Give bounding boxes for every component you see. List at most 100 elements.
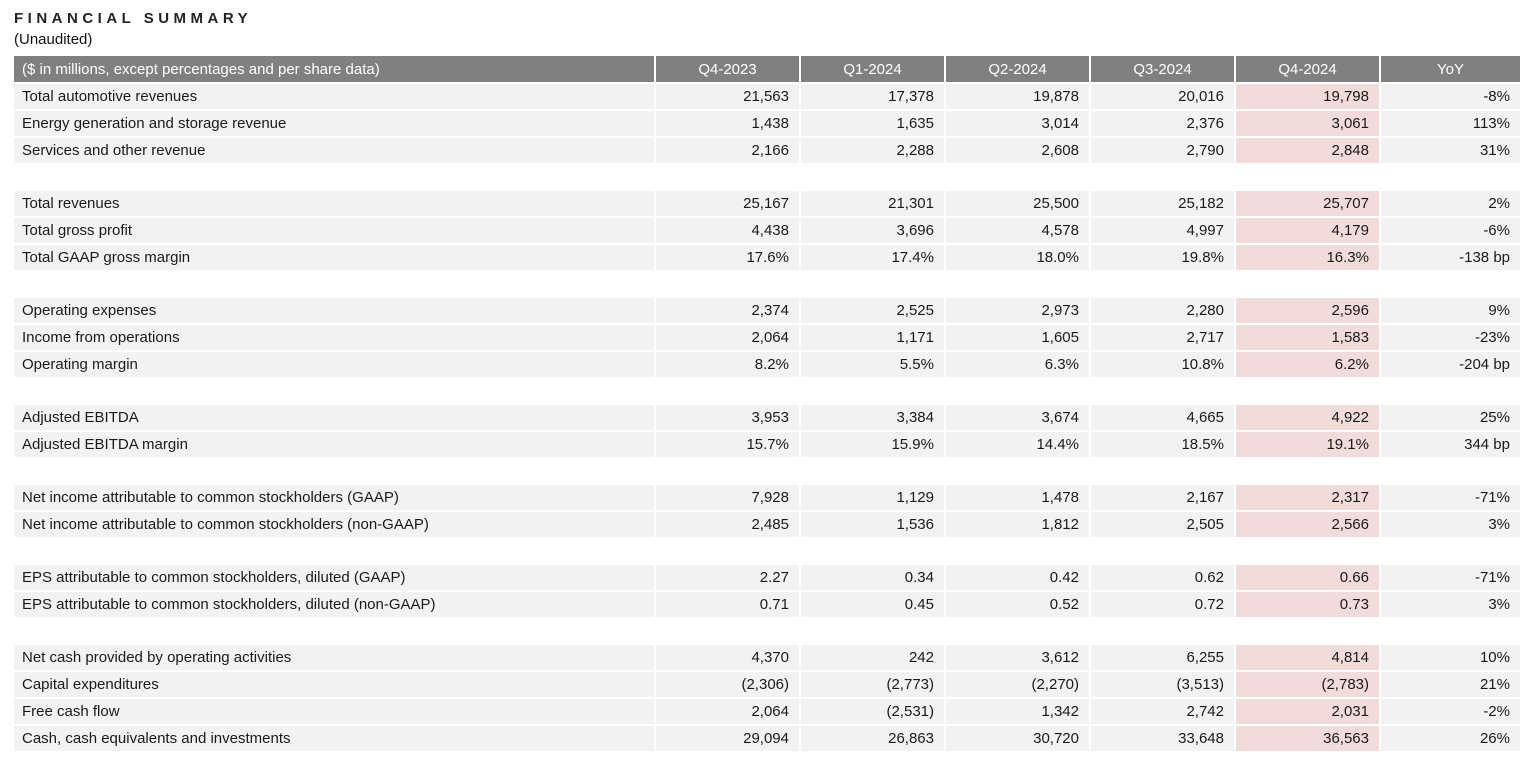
cell-value: 25,500 <box>946 191 1089 216</box>
row-label: Total GAAP gross margin <box>14 245 654 270</box>
cell-value-highlighted: 6.2% <box>1236 352 1379 377</box>
cell-value: 29,094 <box>656 726 799 751</box>
cell-value: 0.34 <box>801 565 944 590</box>
cell-value: (2,531) <box>801 699 944 724</box>
cell-value: 3,674 <box>946 405 1089 430</box>
cell-value: 242 <box>801 645 944 670</box>
cell-value: 17.6% <box>656 245 799 270</box>
cell-value: 7,928 <box>656 485 799 510</box>
cell-value-highlighted: 2,317 <box>1236 485 1379 510</box>
cell-value-highlighted: 25,707 <box>1236 191 1379 216</box>
cell-value: 25,182 <box>1091 191 1234 216</box>
cell-value: 18.0% <box>946 245 1089 270</box>
cell-value: 2,742 <box>1091 699 1234 724</box>
cell-value: 1,342 <box>946 699 1089 724</box>
financial-summary-page: FINANCIAL SUMMARY (Unaudited) ($ in mill… <box>14 10 1520 751</box>
row-label: EPS attributable to common stockholders,… <box>14 565 654 590</box>
row-label: Capital expenditures <box>14 672 654 697</box>
cell-value: -8% <box>1381 84 1520 109</box>
cell-value-highlighted: 19.1% <box>1236 432 1379 457</box>
cell-value: 4,438 <box>656 218 799 243</box>
row-label: Free cash flow <box>14 699 654 724</box>
cell-value: 31% <box>1381 138 1520 163</box>
cell-value: 0.42 <box>946 565 1089 590</box>
cell-value: 3,696 <box>801 218 944 243</box>
cell-value: -2% <box>1381 699 1520 724</box>
row-label: Energy generation and storage revenue <box>14 111 654 136</box>
section-spacer <box>14 272 1520 296</box>
cell-value: 1,812 <box>946 512 1089 537</box>
row-label: EPS attributable to common stockholders,… <box>14 592 654 617</box>
cell-value: -6% <box>1381 218 1520 243</box>
row-label: Net cash provided by operating activitie… <box>14 645 654 670</box>
cell-value: 0.62 <box>1091 565 1234 590</box>
row-label: Net income attributable to common stockh… <box>14 485 654 510</box>
cell-value: 21,563 <box>656 84 799 109</box>
cell-value: 30,720 <box>946 726 1089 751</box>
cell-value: 6.3% <box>946 352 1089 377</box>
cell-value: 2,505 <box>1091 512 1234 537</box>
cell-value: 0.72 <box>1091 592 1234 617</box>
row-label: Operating expenses <box>14 298 654 323</box>
cell-value-highlighted: 0.73 <box>1236 592 1379 617</box>
table-header-units-label: ($ in millions, except percentages and p… <box>14 56 654 82</box>
cell-value-highlighted: 2,566 <box>1236 512 1379 537</box>
cell-value: 15.9% <box>801 432 944 457</box>
cell-value: -138 bp <box>1381 245 1520 270</box>
cell-value: 2,167 <box>1091 485 1234 510</box>
cell-value: -71% <box>1381 565 1520 590</box>
row-label: Adjusted EBITDA margin <box>14 432 654 457</box>
column-header-q1-2024: Q1-2024 <box>801 56 944 82</box>
cell-value: 3% <box>1381 512 1520 537</box>
cell-value: 3% <box>1381 592 1520 617</box>
cell-value: (2,773) <box>801 672 944 697</box>
page-title: FINANCIAL SUMMARY <box>14 10 253 27</box>
cell-value: 3,014 <box>946 111 1089 136</box>
cell-value: 4,578 <box>946 218 1089 243</box>
cell-value: 9% <box>1381 298 1520 323</box>
cell-value: 2,064 <box>656 325 799 350</box>
cell-value: 17.4% <box>801 245 944 270</box>
column-header-q4-2024: Q4-2024 <box>1236 56 1379 82</box>
cell-value: 18.5% <box>1091 432 1234 457</box>
cell-value: 0.71 <box>656 592 799 617</box>
section-spacer <box>14 459 1520 483</box>
cell-value-highlighted: 1,583 <box>1236 325 1379 350</box>
cell-value: 3,612 <box>946 645 1089 670</box>
cell-value: 21% <box>1381 672 1520 697</box>
cell-value: 344 bp <box>1381 432 1520 457</box>
cell-value: 4,370 <box>656 645 799 670</box>
cell-value: 21,301 <box>801 191 944 216</box>
row-label: Total automotive revenues <box>14 84 654 109</box>
cell-value-highlighted: 36,563 <box>1236 726 1379 751</box>
cell-value: 19.8% <box>1091 245 1234 270</box>
cell-value-highlighted: 19,798 <box>1236 84 1379 109</box>
cell-value: 113% <box>1381 111 1520 136</box>
cell-value: 33,648 <box>1091 726 1234 751</box>
cell-value: (2,270) <box>946 672 1089 697</box>
cell-value-highlighted: (2,783) <box>1236 672 1379 697</box>
section-spacer <box>14 619 1520 643</box>
row-label: Net income attributable to common stockh… <box>14 512 654 537</box>
row-label: Total gross profit <box>14 218 654 243</box>
row-label: Cash, cash equivalents and investments <box>14 726 654 751</box>
row-label: Operating margin <box>14 352 654 377</box>
cell-value: -204 bp <box>1381 352 1520 377</box>
cell-value-highlighted: 2,848 <box>1236 138 1379 163</box>
row-label: Total revenues <box>14 191 654 216</box>
cell-value: -23% <box>1381 325 1520 350</box>
cell-value: 2,280 <box>1091 298 1234 323</box>
cell-value: 2,374 <box>656 298 799 323</box>
column-header-yoy: YoY <box>1381 56 1520 82</box>
cell-value: 6,255 <box>1091 645 1234 670</box>
cell-value-highlighted: 0.66 <box>1236 565 1379 590</box>
cell-value: 2,608 <box>946 138 1089 163</box>
section-spacer <box>14 379 1520 403</box>
cell-value: 1,129 <box>801 485 944 510</box>
page-subtitle: (Unaudited) <box>14 31 93 48</box>
cell-value: 10% <box>1381 645 1520 670</box>
cell-value: 1,478 <box>946 485 1089 510</box>
column-header-q3-2024: Q3-2024 <box>1091 56 1234 82</box>
cell-value: 20,016 <box>1091 84 1234 109</box>
cell-value: 25% <box>1381 405 1520 430</box>
